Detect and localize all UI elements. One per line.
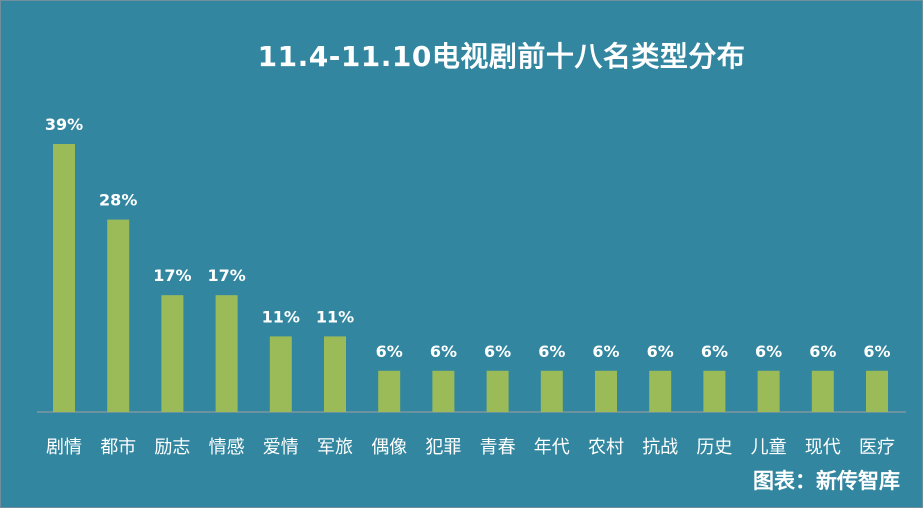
- bar-4: [269, 336, 292, 412]
- category-label-4: 爱情: [263, 437, 299, 458]
- category-label-13: 儿童: [751, 437, 787, 458]
- category-label-12: 历史: [696, 437, 732, 458]
- category-label-5: 军旅: [317, 437, 353, 458]
- data-label-13: 6%: [755, 342, 782, 361]
- data-label-3: 17%: [207, 266, 245, 285]
- data-label-6: 6%: [376, 342, 403, 361]
- category-label-2: 励志: [154, 437, 190, 458]
- bar-0: [53, 144, 75, 412]
- data-label-5: 11%: [316, 307, 354, 326]
- category-label-8: 青春: [480, 437, 516, 458]
- bar-15: [866, 370, 888, 412]
- data-label-7: 6%: [430, 342, 457, 361]
- category-label-10: 农村: [588, 437, 624, 458]
- data-label-8: 6%: [484, 342, 511, 361]
- data-label-15: 6%: [863, 342, 890, 361]
- bar-10: [595, 370, 617, 412]
- bar-1: [107, 219, 130, 412]
- bar-14: [811, 370, 834, 412]
- bar-8: [486, 370, 509, 412]
- category-label-11: 抗战: [642, 437, 678, 458]
- category-label-6: 偶像: [371, 437, 407, 458]
- bar-3: [215, 295, 238, 412]
- chart-source: 图表：新传智库: [753, 469, 900, 493]
- bar-12: [703, 370, 726, 412]
- category-label-0: 剧情: [46, 437, 82, 458]
- bar-13: [757, 370, 780, 412]
- data-label-9: 6%: [538, 342, 565, 361]
- data-label-4: 11%: [262, 307, 300, 326]
- category-label-14: 现代: [805, 437, 841, 458]
- data-label-2: 17%: [153, 266, 191, 285]
- category-label-1: 都市: [100, 437, 136, 458]
- data-label-11: 6%: [647, 342, 674, 361]
- bar-9: [540, 370, 563, 412]
- category-label-9: 年代: [534, 437, 570, 458]
- data-label-0: 39%: [45, 115, 83, 134]
- bar-7: [432, 370, 455, 412]
- data-label-14: 6%: [809, 342, 836, 361]
- category-label-7: 犯罪: [425, 437, 461, 458]
- bar-5: [324, 336, 346, 412]
- data-label-12: 6%: [701, 342, 728, 361]
- chart-title: 11.4-11.10电视剧前十八名类型分布: [257, 40, 746, 73]
- bar-2: [161, 295, 184, 412]
- data-label-1: 28%: [99, 191, 137, 210]
- category-label-15: 医疗: [859, 437, 895, 458]
- category-label-3: 情感: [209, 437, 245, 458]
- data-label-10: 6%: [592, 342, 619, 361]
- bar-11: [649, 370, 672, 412]
- bar-6: [378, 370, 401, 412]
